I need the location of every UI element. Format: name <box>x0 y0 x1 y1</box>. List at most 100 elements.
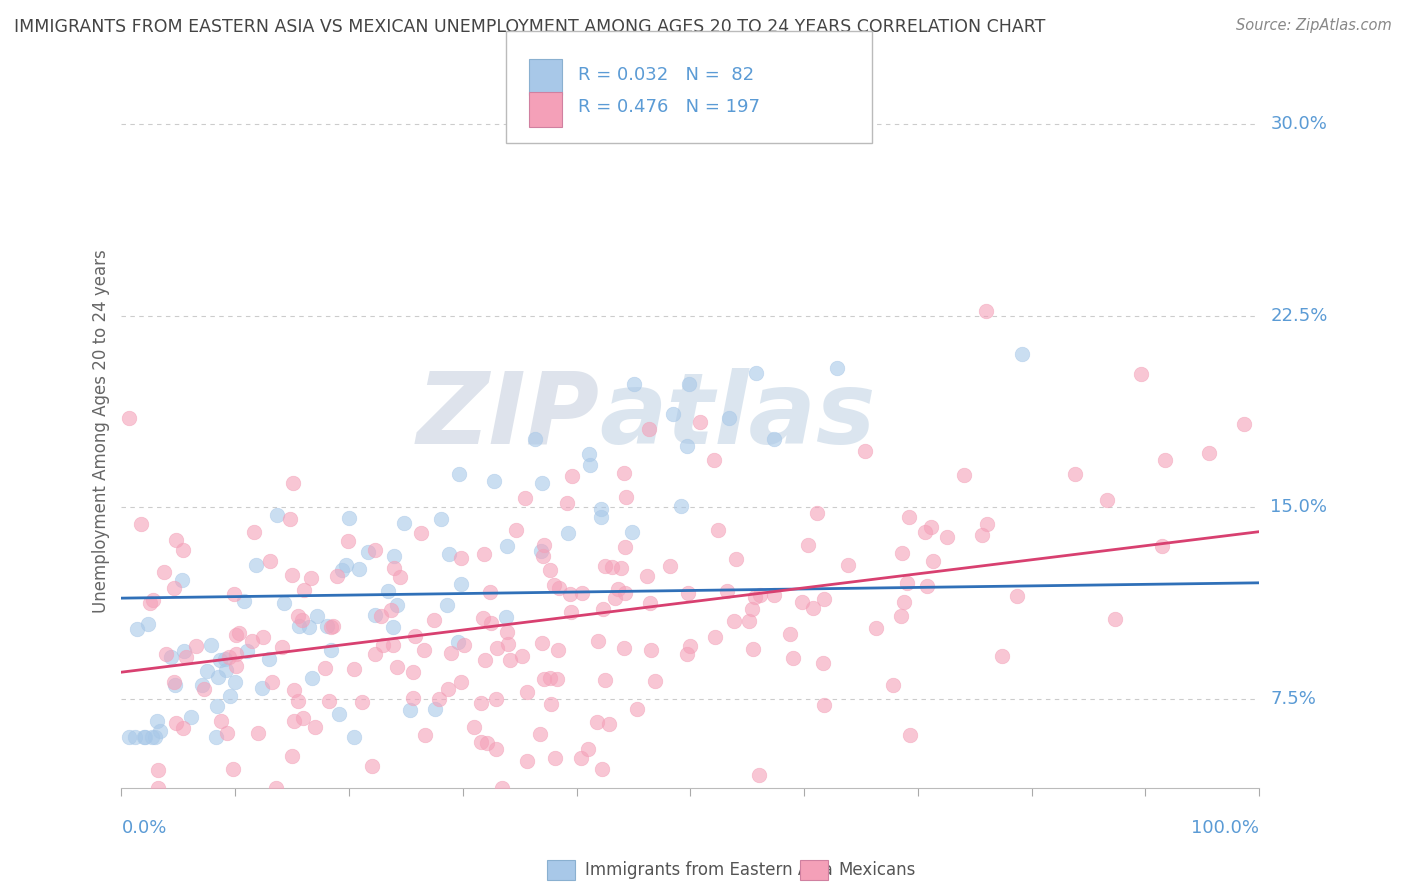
Point <box>935 530 957 544</box>
Point <box>605 591 627 605</box>
Point <box>591 762 613 776</box>
Point <box>678 586 700 600</box>
Point <box>155 647 177 661</box>
Point <box>555 496 578 510</box>
Point <box>741 601 763 615</box>
Point <box>478 585 501 599</box>
Point <box>450 576 472 591</box>
Point <box>529 727 551 741</box>
Text: Immigrants from Eastern Asia: Immigrants from Eastern Asia <box>585 861 832 879</box>
Point <box>547 643 569 657</box>
Point <box>491 781 513 796</box>
Point <box>319 619 342 633</box>
Point <box>825 361 848 376</box>
Point <box>614 540 637 554</box>
Point <box>382 638 405 652</box>
Point <box>801 601 824 615</box>
Point <box>614 490 637 504</box>
Point <box>174 650 197 665</box>
Point <box>208 652 231 666</box>
Point <box>1064 467 1087 482</box>
Point <box>402 690 425 705</box>
Point <box>172 721 194 735</box>
Point <box>626 701 648 715</box>
Point <box>1152 540 1174 554</box>
Point <box>447 467 470 481</box>
Point <box>607 582 630 597</box>
Point <box>322 619 344 633</box>
Point <box>779 627 801 641</box>
Point <box>592 602 614 616</box>
Point <box>118 410 141 425</box>
Point <box>427 691 450 706</box>
Point <box>524 432 547 446</box>
Point <box>163 678 186 692</box>
Point <box>790 595 813 609</box>
Point <box>134 730 156 744</box>
Point <box>278 512 301 526</box>
Point <box>546 672 568 686</box>
Point <box>361 758 384 772</box>
Point <box>430 512 453 526</box>
Point <box>976 516 998 531</box>
Point <box>141 730 163 744</box>
Point <box>339 511 361 525</box>
Point <box>318 694 340 708</box>
Text: R = 0.476   N = 197: R = 0.476 N = 197 <box>578 98 759 117</box>
Point <box>173 643 195 657</box>
Point <box>299 571 322 585</box>
Point <box>806 506 828 520</box>
Point <box>510 649 533 664</box>
Point <box>146 714 169 728</box>
Point <box>152 565 174 579</box>
Point <box>225 647 247 661</box>
Point <box>335 558 357 572</box>
Point <box>298 620 321 634</box>
Point <box>623 377 645 392</box>
Point <box>240 634 263 648</box>
Point <box>703 631 725 645</box>
Point <box>252 630 274 644</box>
Point <box>797 538 820 552</box>
Point <box>129 517 152 532</box>
Point <box>399 703 422 717</box>
Point <box>281 476 304 491</box>
Point <box>531 636 554 650</box>
Point <box>357 545 380 559</box>
Point <box>610 561 633 575</box>
Point <box>561 469 583 483</box>
Point <box>370 609 392 624</box>
Point <box>336 534 359 549</box>
Point <box>447 635 470 649</box>
Point <box>533 672 555 686</box>
Point <box>236 643 259 657</box>
Point <box>180 709 202 723</box>
Point <box>321 643 343 657</box>
Point <box>533 538 555 552</box>
Point <box>304 720 326 734</box>
Point <box>1011 347 1033 361</box>
Point <box>557 526 579 541</box>
Point <box>893 595 915 609</box>
Point <box>738 614 761 628</box>
Point <box>991 648 1014 663</box>
Point <box>163 674 186 689</box>
Point <box>485 691 508 706</box>
Point <box>662 407 685 421</box>
Point <box>191 678 214 692</box>
Point <box>920 520 942 534</box>
Point <box>593 673 616 687</box>
Point <box>890 609 912 624</box>
Point <box>138 617 160 632</box>
Point <box>165 533 187 547</box>
Point <box>184 639 207 653</box>
Point <box>225 659 247 673</box>
Point <box>388 570 411 584</box>
Point <box>678 376 700 391</box>
Point <box>205 730 228 744</box>
Point <box>472 611 495 625</box>
Point <box>142 592 165 607</box>
Point <box>207 669 229 683</box>
Point <box>387 659 409 673</box>
Point <box>544 751 567 765</box>
